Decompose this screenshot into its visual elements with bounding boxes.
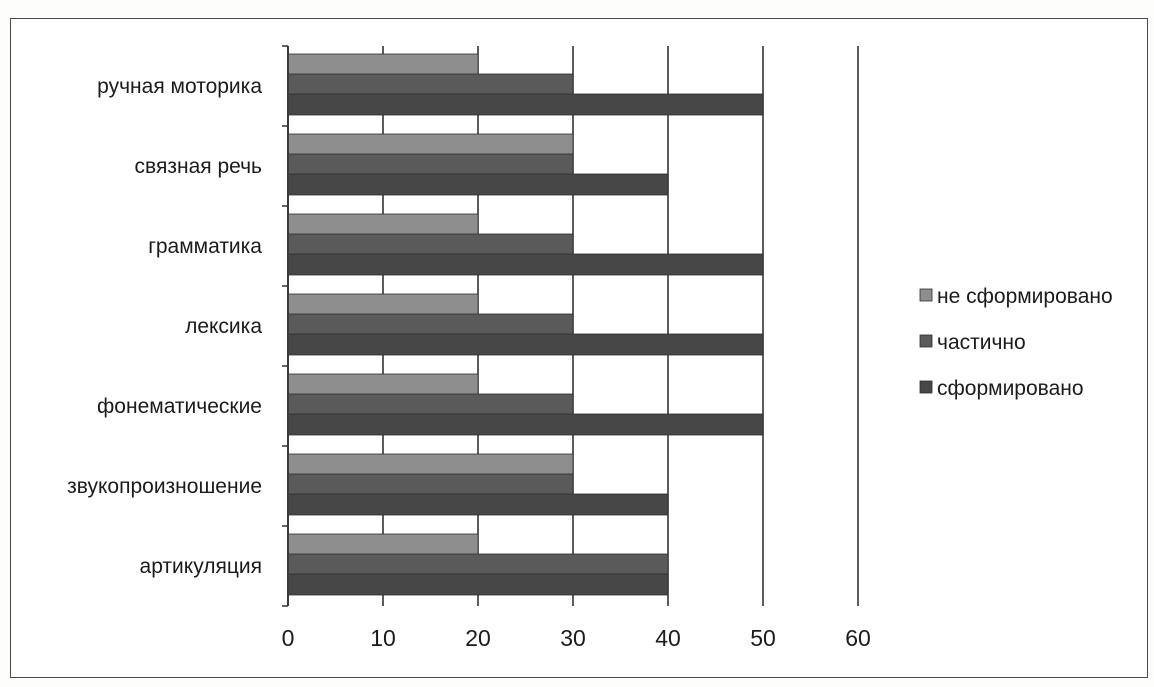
category-label: лексика (185, 315, 262, 338)
bar-partial (287, 153, 574, 176)
category-label: ручная моторика (97, 75, 262, 98)
legend-label: сформировано (937, 377, 1084, 400)
axes (282, 45, 289, 607)
category-label: связная речь (135, 155, 263, 178)
bar-partial (287, 233, 574, 256)
bar-partial (287, 313, 574, 336)
bar-partial (287, 73, 574, 96)
x-tick-label: 50 (750, 625, 776, 651)
x-tick-label: 10 (370, 625, 396, 651)
legend-swatch (919, 380, 933, 394)
legend-label: частично (937, 331, 1026, 354)
bars (287, 53, 764, 596)
category-label: грамматика (148, 235, 262, 258)
legend-swatch (919, 334, 933, 348)
x-tick-label: 30 (560, 625, 586, 651)
bar-formed (287, 413, 764, 436)
bar-partial (287, 553, 669, 576)
bar-not-formed (287, 133, 574, 156)
bar-not-formed (287, 373, 479, 396)
x-tick-label: 40 (655, 625, 681, 651)
x-tick-label: 60 (845, 625, 871, 651)
bar-not-formed (287, 53, 479, 76)
bar-not-formed (287, 453, 574, 476)
category-labels: ручная моторика связная речь грамматика лек… (67, 75, 262, 578)
bar-formed (287, 493, 669, 516)
bar-formed (287, 173, 669, 196)
category-label: звукопроизношение (67, 475, 262, 498)
bar-not-formed (287, 293, 479, 316)
bar-formed (287, 333, 764, 356)
bar-not-formed (287, 533, 479, 556)
category-label: фонематические (97, 395, 262, 418)
bar-partial (287, 473, 574, 496)
bar-formed (287, 253, 764, 276)
category-label: артикуляция (140, 555, 262, 578)
x-tick-label: 20 (465, 625, 491, 651)
x-tick-labels: 0 10 20 30 40 50 60 (282, 625, 871, 651)
bar-not-formed (287, 213, 479, 236)
x-tick-label: 0 (282, 625, 295, 651)
legend-label: не сформировано (937, 285, 1113, 308)
legend-swatch (919, 288, 933, 302)
legend: не сформировано частично сформировано (919, 285, 1113, 400)
bar-formed (287, 573, 669, 596)
bar-formed (287, 93, 764, 116)
bar-partial (287, 393, 574, 416)
